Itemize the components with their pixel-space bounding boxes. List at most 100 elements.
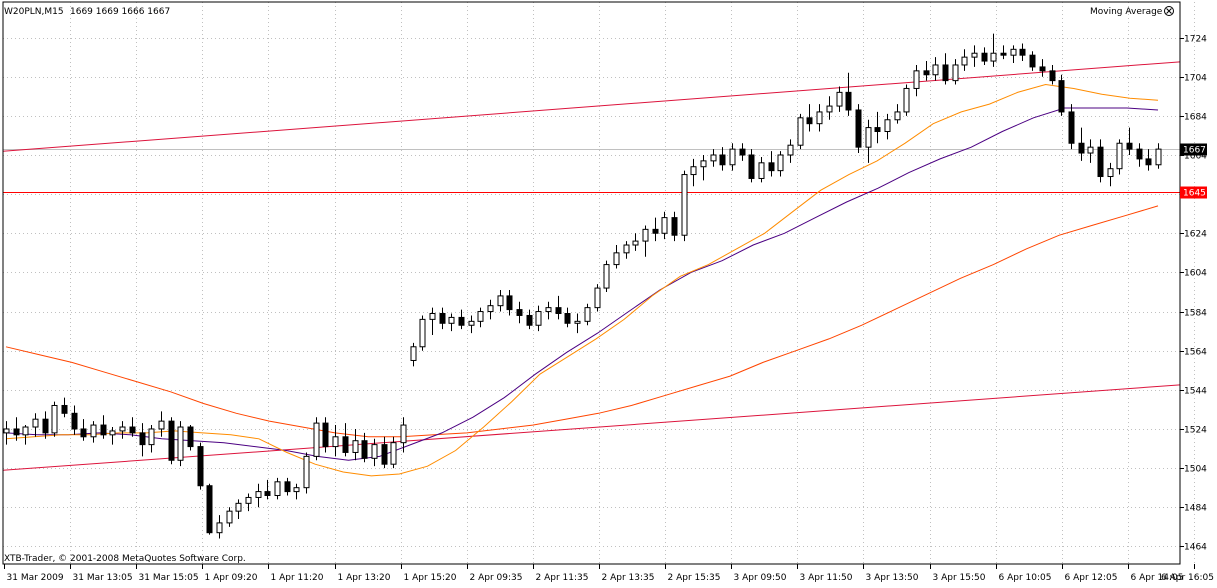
x-tick-label: 6 Apr 16:05 (1161, 573, 1214, 583)
current-price-label: 1667 (1183, 146, 1206, 156)
candle-body (410, 346, 417, 361)
candle-body (400, 424, 407, 444)
y-tick-label: 1724 (1184, 35, 1207, 45)
candle (61, 397, 68, 418)
ma-slow-line (5, 205, 1159, 438)
candle (661, 211, 668, 240)
x-tick-label: 1 Apr 11:20 (271, 573, 324, 583)
candle-body (729, 148, 736, 166)
candle-body (197, 446, 204, 487)
candle-body (342, 436, 349, 453)
candle (1039, 59, 1046, 77)
candle (342, 423, 349, 457)
candle-body (990, 52, 997, 62)
ma-fast-line (5, 83, 1159, 477)
candle (303, 452, 310, 494)
candle-body (381, 444, 388, 465)
candle-body (1058, 80, 1065, 113)
trendline (2, 61, 1181, 152)
candle (119, 421, 126, 439)
candle-body (1010, 48, 1017, 56)
candle (748, 149, 755, 183)
candle (787, 139, 794, 163)
candle-body (1068, 111, 1075, 144)
candle (710, 149, 717, 167)
candle-body (1097, 146, 1104, 178)
candle (836, 86, 843, 112)
candle (1029, 51, 1036, 71)
candle (623, 241, 630, 259)
candles (3, 33, 1162, 539)
candle (535, 305, 542, 332)
candle-body (981, 52, 988, 62)
x-tick-label: 2 Apr 11:35 (536, 573, 589, 583)
candle (3, 421, 10, 445)
candle (487, 299, 494, 320)
candle (255, 483, 262, 508)
candle (1078, 127, 1085, 161)
close-icon[interactable] (1164, 6, 1174, 16)
candle (826, 96, 833, 120)
x-tick-label: 2 Apr 09:35 (470, 573, 523, 583)
candle (952, 59, 959, 85)
candle-body (1126, 142, 1133, 150)
candle-body (506, 295, 513, 311)
y-tick-label: 1544 (1184, 387, 1207, 397)
candle (51, 401, 58, 437)
candle (690, 158, 697, 187)
candle (322, 417, 329, 453)
x-tick-label: 31 Mar 13:05 (73, 573, 133, 583)
candle-body (971, 52, 978, 58)
candle-body (245, 496, 252, 504)
candle (313, 417, 320, 461)
candle (235, 499, 242, 519)
candle (855, 104, 862, 154)
y-tick-label: 1624 (1184, 230, 1207, 240)
candle (874, 111, 881, 144)
candle-body (690, 166, 697, 176)
candle-body (100, 424, 107, 436)
candle-body (1136, 148, 1143, 160)
candle-body (884, 119, 891, 133)
candle (80, 419, 87, 441)
horizontal-line-layer (3, 149, 1180, 193)
candle-body (903, 87, 910, 113)
candle-body (719, 154, 726, 166)
x-tick-label: 3 Apr 11:50 (800, 573, 853, 583)
candle-body (1029, 54, 1036, 68)
candle-body (671, 217, 678, 236)
y-tick-label: 1604 (1184, 269, 1207, 279)
candle-body (206, 485, 213, 534)
candle-body (119, 426, 126, 432)
candle (13, 417, 20, 441)
candle (584, 303, 591, 326)
hline-price-label: 1645 (1183, 189, 1206, 199)
candle-body (845, 91, 852, 111)
candle-body (623, 244, 630, 254)
candle (1000, 45, 1007, 60)
candle (42, 411, 49, 439)
candle-body (129, 426, 136, 434)
candle (477, 307, 484, 328)
indicator-label[interactable]: Moving Average (1090, 7, 1163, 17)
candle (1155, 143, 1162, 169)
candle-body (32, 418, 39, 428)
y-tick-label: 1664 (1184, 152, 1207, 162)
x-tick-label: 6 Apr 14:05 (1131, 573, 1184, 583)
candle (197, 442, 204, 490)
candle-body (187, 426, 194, 448)
candle-body (594, 287, 601, 309)
candle-body (603, 264, 610, 289)
y-tick-label: 1564 (1184, 348, 1207, 358)
candle-body (1107, 168, 1114, 178)
candle (1019, 43, 1026, 62)
candle-body (632, 240, 639, 246)
candle-body (748, 154, 755, 179)
x-tick-label: 2 Apr 15:35 (668, 573, 721, 583)
candle-body (313, 422, 320, 457)
candle-body (61, 404, 68, 414)
candle-body (1049, 70, 1056, 82)
